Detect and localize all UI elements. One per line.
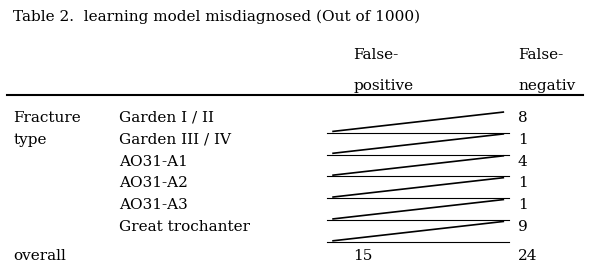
Text: AO31-A2: AO31-A2 xyxy=(119,176,188,190)
Text: type: type xyxy=(13,133,47,147)
Text: positive: positive xyxy=(353,79,414,93)
Text: Garden III / IV: Garden III / IV xyxy=(119,133,231,147)
Text: Garden I / II: Garden I / II xyxy=(119,111,214,125)
Text: 24: 24 xyxy=(518,248,538,263)
Text: 8: 8 xyxy=(518,111,527,125)
Text: AO31-A3: AO31-A3 xyxy=(119,198,188,212)
Text: Table 2.  learning model misdiagnosed (Out of 1000): Table 2. learning model misdiagnosed (Ou… xyxy=(13,9,420,23)
Text: 1: 1 xyxy=(518,133,527,147)
Text: 9: 9 xyxy=(518,220,527,234)
Text: Great trochanter: Great trochanter xyxy=(119,220,250,234)
Text: 1: 1 xyxy=(518,198,527,212)
Text: 4: 4 xyxy=(518,155,527,169)
Text: False-: False- xyxy=(353,48,399,62)
Text: 1: 1 xyxy=(518,176,527,190)
Text: overall: overall xyxy=(13,248,66,263)
Text: Fracture: Fracture xyxy=(13,111,81,125)
Text: negativ: negativ xyxy=(518,79,575,93)
Text: 15: 15 xyxy=(353,248,373,263)
Text: False-: False- xyxy=(518,48,563,62)
Text: AO31-A1: AO31-A1 xyxy=(119,155,188,169)
